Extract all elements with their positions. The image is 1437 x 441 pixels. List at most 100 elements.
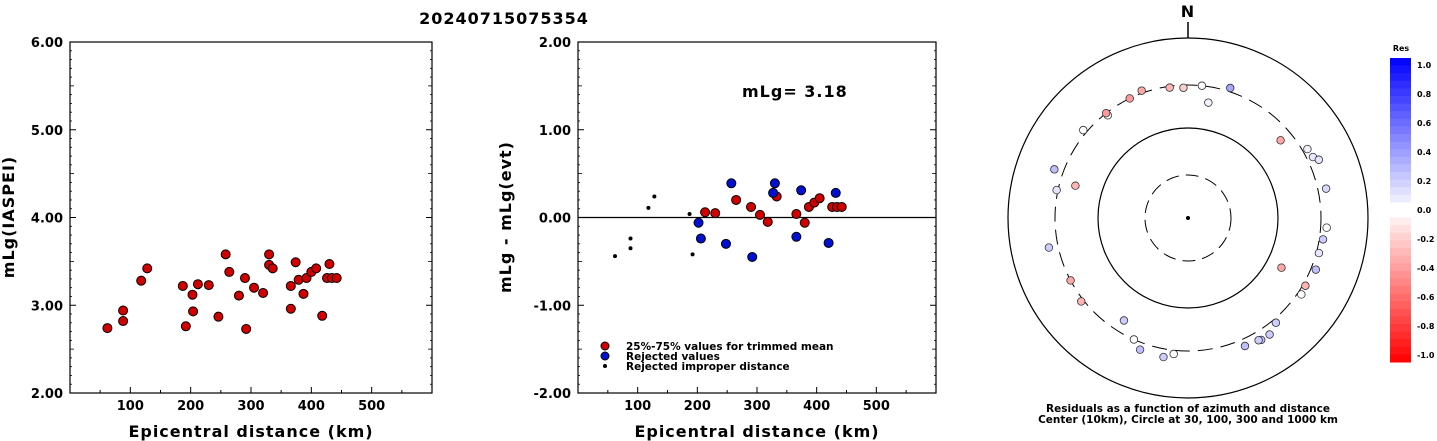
mid-data-point-trimmed-mean xyxy=(791,208,802,219)
x-tick-label: 300 xyxy=(237,399,264,414)
mid-data-point-rejected xyxy=(768,187,779,198)
colorbar-cell xyxy=(1390,278,1411,287)
colorbar-cell xyxy=(1390,80,1411,89)
colorbar-tick-label: -0.8 xyxy=(1417,322,1435,331)
colorbar-cell xyxy=(1390,65,1411,74)
station-residual-point xyxy=(1276,136,1285,145)
left-data-point-trimmed-mean xyxy=(192,279,203,290)
colorbar-tick-label: 0.6 xyxy=(1417,119,1432,128)
colorbar-cell xyxy=(1390,96,1411,105)
left-data-point-trimmed-mean xyxy=(249,282,260,293)
colorbar-cell xyxy=(1390,270,1411,279)
magnitude-vs-distance-plot: Epicentral distance (km) mLg(IASPEI) 100… xyxy=(0,36,433,441)
station-residual-point xyxy=(1311,265,1321,274)
x-tick-label: 100 xyxy=(624,399,651,414)
left-data-point-trimmed-mean xyxy=(142,263,153,274)
circle-30km xyxy=(1144,174,1232,262)
legend-label-rejected: Rejected values xyxy=(626,351,720,363)
station-residual-point xyxy=(1101,108,1111,118)
left-data-point-trimmed-mean xyxy=(298,288,309,299)
station-residual-point xyxy=(1066,276,1075,285)
station-residual-point xyxy=(1050,165,1059,174)
mid-data-point-rejected xyxy=(726,178,737,189)
mid-data-point-rejected xyxy=(791,231,802,242)
y-tick-label: 0.00 xyxy=(539,212,571,227)
station-residual-point xyxy=(1303,144,1312,154)
y-tick-label: 2.00 xyxy=(31,387,63,402)
y-tick-label: 5.00 xyxy=(31,124,63,139)
left-data-point-trimmed-mean xyxy=(136,275,147,286)
mid-data-point-improper-distance xyxy=(628,246,633,251)
left-data-point-trimmed-mean xyxy=(267,263,278,274)
station-residual-point xyxy=(1254,336,1263,345)
caption-line-2: Center (10km), Circle at 30, 100, 300 an… xyxy=(1038,414,1338,426)
mid-data-point-improper-distance xyxy=(690,252,695,257)
mid-data-point-rejected xyxy=(769,178,780,189)
station-residual-point xyxy=(1297,290,1306,299)
event-id-title: 20240715075354 xyxy=(419,9,589,28)
legend-marker-trimmed-mean xyxy=(600,341,610,351)
station-residual-point xyxy=(1119,316,1129,325)
left-data-point-trimmed-mean xyxy=(224,266,235,277)
colorbar-tick-label: 0.4 xyxy=(1417,148,1432,157)
left-data-point-trimmed-mean xyxy=(180,321,191,332)
plot-frame xyxy=(69,41,433,394)
left-data-point-trimmed-mean xyxy=(233,290,244,301)
mid-data-point-rejected xyxy=(693,217,704,228)
colorbar-cell xyxy=(1390,141,1411,150)
legend: 25%-75% values for trimmed mean Rejected… xyxy=(600,341,834,373)
legend-label-trimmed-mean: 25%-75% values for trimmed mean xyxy=(626,341,834,353)
left-data-point-trimmed-mean xyxy=(177,280,188,291)
station-residual-point xyxy=(1314,248,1324,258)
colorbar-cell xyxy=(1390,111,1411,120)
x-tick-label: 200 xyxy=(684,399,711,414)
colorbar-cell xyxy=(1390,255,1411,264)
colorbar-cell xyxy=(1390,346,1411,355)
colorbar-cell xyxy=(1390,103,1411,112)
mid-data-point-rejected xyxy=(695,233,706,244)
mid-data-point-trimmed-mean xyxy=(746,201,757,212)
left-data-point-trimmed-mean xyxy=(241,323,252,334)
colorbar-cell xyxy=(1390,339,1411,348)
colorbar-tick-label: -1.0 xyxy=(1417,351,1435,360)
caption-line-1: Residuals as a function of azimuth and d… xyxy=(1046,403,1330,415)
colorbar-cell xyxy=(1390,164,1411,173)
left-data-point-trimmed-mean xyxy=(188,306,199,317)
station-residual-point xyxy=(1301,281,1310,290)
colorbar-cell xyxy=(1390,134,1411,143)
y-tick-label: -1.00 xyxy=(534,299,571,314)
mid-data-point-trimmed-mean xyxy=(700,207,711,218)
station-residual-point xyxy=(1240,341,1250,351)
station-residual-point xyxy=(1265,330,1274,339)
station-residual-point xyxy=(1321,184,1331,193)
left-data-point-trimmed-mean xyxy=(239,273,250,284)
station-residual-point xyxy=(1079,125,1088,135)
station-residual-point xyxy=(1125,94,1134,103)
left-data-point-trimmed-mean xyxy=(118,316,129,327)
left-data-point-trimmed-mean xyxy=(264,249,275,260)
mid-data-point-trimmed-mean xyxy=(710,208,721,219)
left-data-point-trimmed-mean xyxy=(311,263,322,274)
left-data-point-trimmed-mean xyxy=(331,273,342,284)
colorbar-tick-label: 0.0 xyxy=(1417,206,1432,215)
station-residual-point xyxy=(1044,243,1054,252)
station-residual-point xyxy=(1197,81,1207,90)
station-residual-point xyxy=(1322,223,1331,232)
colorbar-cell xyxy=(1390,126,1411,135)
center-point xyxy=(1186,216,1190,220)
colorbar-cell xyxy=(1390,172,1411,181)
x-tick-label: 400 xyxy=(803,399,830,414)
x-axis-label: Epicentral distance (km) xyxy=(128,422,373,441)
mid-data-point-improper-distance xyxy=(628,236,633,241)
colorbar-cell xyxy=(1390,293,1411,302)
colorbar-cell xyxy=(1390,210,1411,219)
x-tick-label: 400 xyxy=(298,399,325,414)
station-residual-point xyxy=(1159,352,1168,362)
station-residual-point xyxy=(1052,185,1061,195)
colorbar-cell xyxy=(1390,194,1411,203)
azimuth-residual-map: N Residuals as a function of azimuth and… xyxy=(1007,2,1369,426)
mid-data-point-trimmed-mean xyxy=(754,209,765,220)
left-data-point-trimmed-mean xyxy=(285,280,296,291)
colorbar-cell xyxy=(1390,217,1411,226)
station-residual-point xyxy=(1179,83,1188,92)
